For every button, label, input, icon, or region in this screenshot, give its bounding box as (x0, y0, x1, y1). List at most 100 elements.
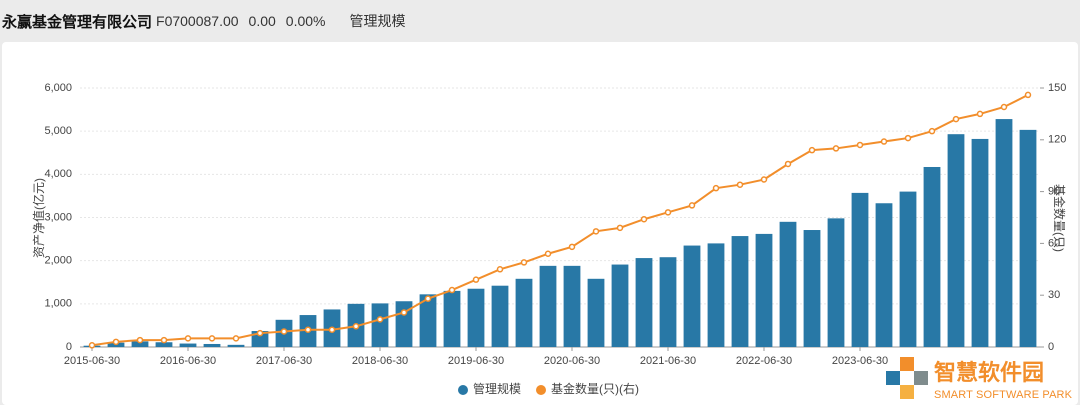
point (664, 209, 672, 216)
point (640, 215, 648, 223)
point (88, 342, 96, 349)
y-tick-label: 3,000 (44, 211, 72, 223)
legend-item[interactable]: 管理规模 (458, 381, 521, 396)
bar (611, 264, 629, 347)
bar (419, 294, 437, 347)
point (688, 202, 696, 209)
logo (900, 357, 914, 371)
tab[interactable]: 管理规模 (349, 13, 406, 29)
bar (539, 265, 557, 347)
y2-tick-label: 150 (1048, 82, 1066, 94)
logo (914, 371, 928, 385)
x-tick-label: 2023-06-30 (832, 355, 888, 367)
bar (155, 342, 173, 347)
point (616, 224, 624, 232)
bar (659, 257, 677, 347)
point (472, 276, 480, 283)
point (448, 286, 456, 294)
bar (131, 341, 149, 347)
point (280, 328, 288, 335)
point (496, 266, 504, 273)
change-pct: 0.00% (285, 13, 326, 29)
bar (947, 134, 965, 347)
point (592, 228, 600, 235)
watermark-title: 智慧软件园 (934, 360, 1044, 385)
bar (563, 265, 581, 347)
change: 0.00 (248, 13, 276, 29)
legend-label: 管理规模 (473, 381, 521, 396)
bar (995, 119, 1013, 347)
point (544, 250, 552, 258)
bar (827, 218, 845, 347)
y2-tick-label: 30 (1048, 289, 1060, 301)
line (91, 94, 1029, 347)
point (976, 110, 984, 118)
y2-tick-label: 120 (1048, 134, 1066, 146)
point (376, 316, 384, 323)
bar (875, 203, 893, 347)
watermark: 智慧软件园 SMART SOFTWARE PARK (886, 357, 1073, 401)
point (928, 127, 936, 135)
bar (707, 243, 725, 347)
bar (491, 285, 509, 347)
point (784, 160, 792, 168)
header: 永赢基金管理有限公司 F0700087.00 0.00 0.00% 管理规模 (0, 0, 1080, 42)
y-tick-label: 4,000 (44, 168, 72, 180)
bar (923, 166, 941, 347)
watermark-subtitle: SMART SOFTWARE PARK (934, 389, 1073, 401)
x-tick-label: 2016-06-30 (160, 355, 216, 367)
point (856, 141, 864, 149)
legend-swatch (536, 385, 546, 395)
point (1000, 103, 1008, 111)
point (904, 134, 912, 142)
point (712, 184, 720, 192)
y-tick-label: 2,000 (44, 255, 72, 267)
logo (900, 385, 914, 399)
bar (779, 221, 797, 347)
bar (803, 230, 821, 347)
y-tick-label: 1,000 (44, 298, 72, 310)
x-tick-label: 2018-06-30 (352, 355, 408, 367)
bar (587, 278, 605, 347)
point (1024, 91, 1032, 99)
y2-axis-label: 基金数量(只) (1052, 184, 1067, 252)
y-axis-label: 资产净值(亿元) (31, 178, 46, 258)
point (184, 335, 192, 342)
bar (515, 278, 533, 347)
logo (886, 371, 900, 385)
x-tick-label: 2015-06-30 (64, 355, 120, 367)
point (424, 295, 432, 302)
company: 永赢基金管理有限公司 (2, 13, 153, 31)
x-tick-label: 2022-06-30 (736, 355, 792, 367)
y2-tick-label: 90 (1048, 186, 1060, 198)
bar (227, 344, 245, 347)
point (328, 326, 336, 333)
legend-item[interactable]: 基金数量(只)(右) (536, 381, 639, 396)
bar (971, 138, 989, 347)
y-tick-label: 5,000 (44, 125, 72, 137)
bar (731, 236, 749, 347)
point (736, 181, 744, 188)
point (232, 335, 240, 342)
y-tick-label: 0 (66, 341, 72, 353)
point (520, 259, 528, 266)
y2-tick-label: 60 (1048, 237, 1060, 249)
bar (635, 258, 653, 347)
point (112, 338, 120, 346)
point (352, 323, 360, 330)
point (808, 146, 816, 154)
bar (371, 303, 389, 347)
point (400, 309, 408, 316)
bar (899, 191, 917, 347)
point (304, 326, 312, 333)
legend-label: 基金数量(只)(右) (551, 381, 639, 396)
legend-swatch (458, 385, 468, 395)
bar (683, 245, 701, 347)
point (160, 336, 168, 344)
x-tick-label: 2021-06-30 (640, 355, 696, 367)
y2-tick-label: 0 (1048, 341, 1054, 353)
bar (203, 343, 221, 347)
y-tick-label: 6,000 (44, 82, 72, 94)
